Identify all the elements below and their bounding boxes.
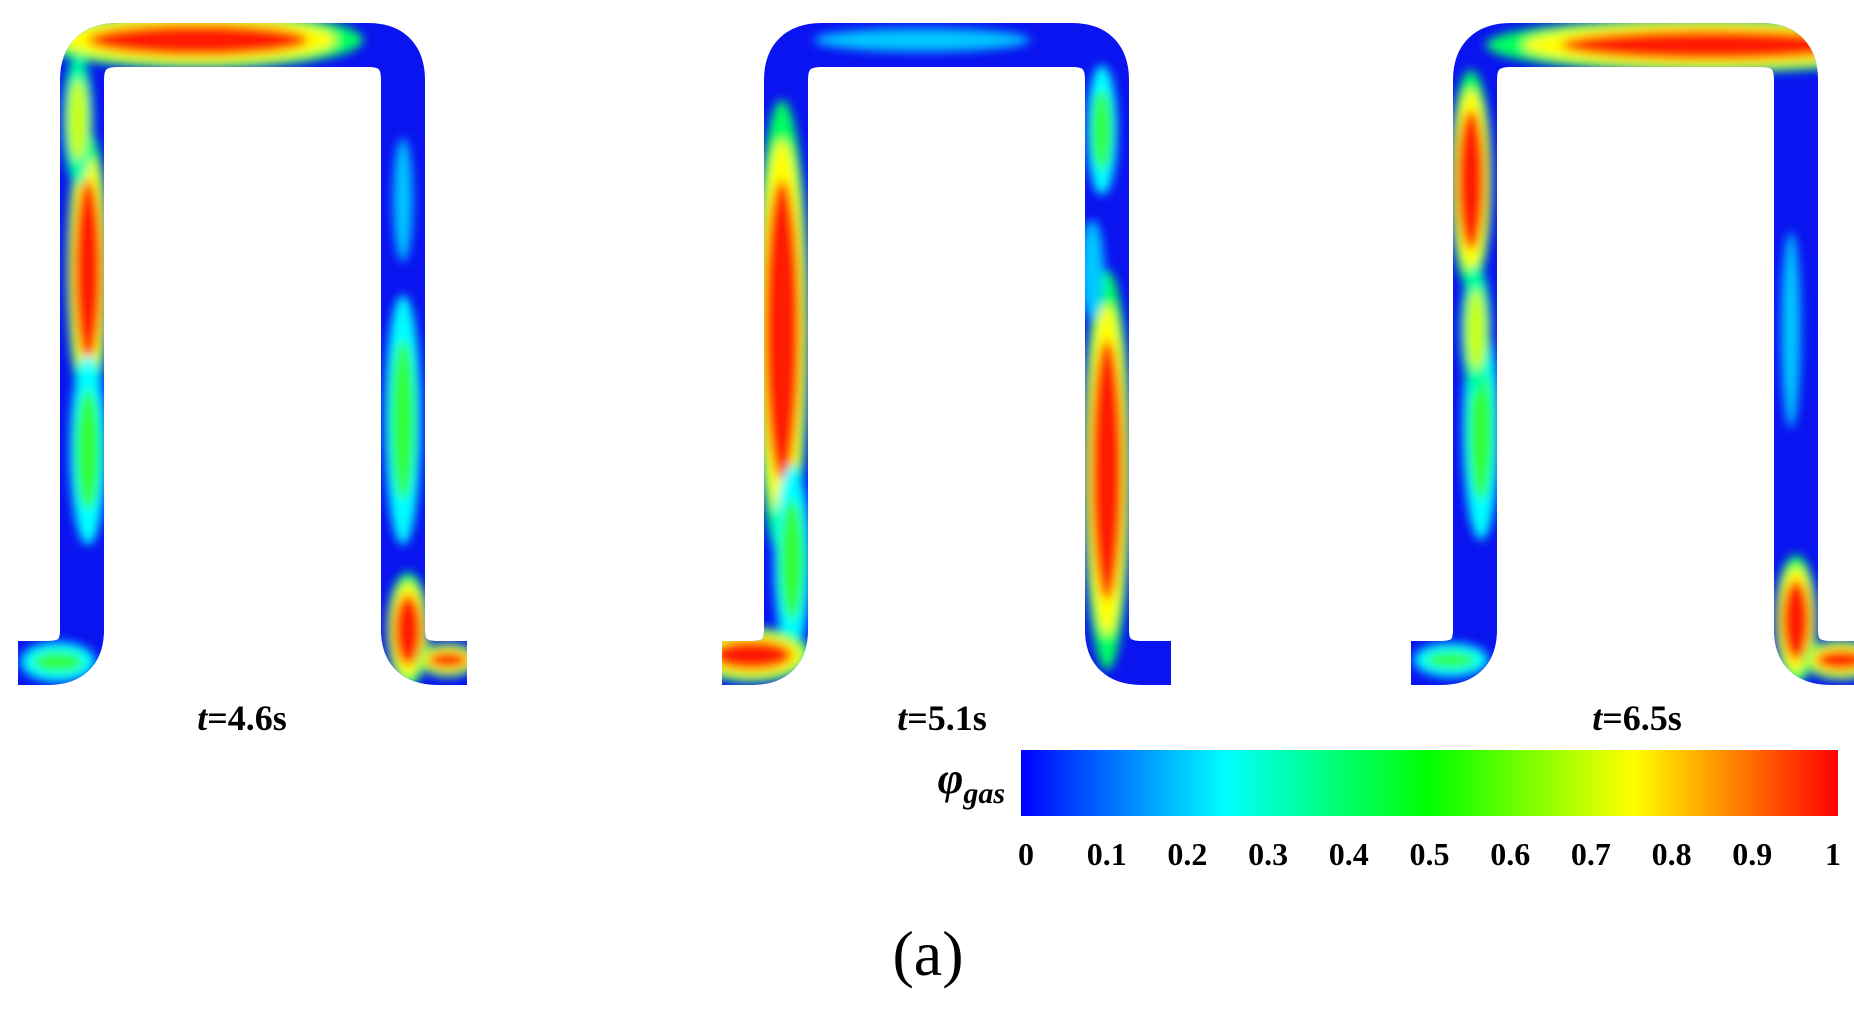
gas-region (780, 500, 804, 620)
contour-field (1413, 17, 1854, 685)
contour-blobs (1413, 17, 1854, 685)
time-value: =5.1s (907, 698, 987, 738)
gas-region (1782, 580, 1810, 660)
colorbar-tick-label: 0.6 (1490, 836, 1530, 872)
colorbar-tick-label: 0 (1018, 836, 1034, 872)
colorbar-tick-label: 0.3 (1248, 836, 1288, 872)
gas-region (1080, 220, 1104, 320)
gas-region (1561, 30, 1854, 60)
contour-field (20, 11, 478, 688)
gas-region (1091, 340, 1123, 600)
colorbar-tick-label: 0.8 (1652, 836, 1692, 872)
time-value: =6.5s (1602, 698, 1682, 738)
time-value: =4.6s (207, 698, 287, 738)
contour-panel (1411, 17, 1854, 685)
time-label: t=4.6s (197, 698, 287, 738)
gas-region (1092, 90, 1112, 170)
gas-region (712, 640, 792, 670)
gas-region (1426, 652, 1476, 668)
gas-region (428, 652, 468, 668)
colorbar (1021, 750, 1838, 816)
colorbar-tick-label: 1 (1825, 836, 1841, 872)
gas-region (88, 24, 308, 56)
gas-region (393, 138, 413, 262)
colorbar-tick-label: 0.7 (1571, 836, 1611, 872)
caption: (a) (892, 918, 963, 989)
colorbar-tick-label: 0.1 (1087, 836, 1127, 872)
contour-blobs (692, 28, 1131, 683)
contour-panel (18, 11, 478, 688)
contour-panel (692, 23, 1171, 685)
gas-region (74, 180, 102, 360)
gas-region (1781, 232, 1801, 428)
gas-region (391, 340, 415, 500)
colorbar-symbol: φ (938, 754, 964, 803)
time-variable: t (197, 698, 208, 738)
contour-field (692, 28, 1131, 683)
colorbar-subscript: gas (962, 777, 1005, 810)
contour-blobs (20, 11, 478, 688)
colorbar-tick-label: 0.5 (1410, 836, 1450, 872)
colorbar-tick-label: 0.2 (1167, 836, 1207, 872)
gas-region (1469, 360, 1493, 500)
gas-region (68, 80, 88, 160)
gas-region (33, 652, 83, 672)
time-variable: t (897, 698, 908, 738)
gas-region (1457, 110, 1485, 250)
time-variable: t (1592, 698, 1603, 738)
gas-region (814, 28, 1030, 52)
gas-region (1816, 650, 1854, 670)
time-label: t=5.1s (897, 698, 987, 738)
gas-region (394, 595, 422, 665)
colorbar-tick-label: 0.4 (1329, 836, 1369, 872)
colorbar-tick-label: 0.9 (1732, 836, 1772, 872)
time-label: t=6.5s (1592, 698, 1682, 738)
gas-region (764, 180, 800, 480)
colorbar-label: φgas (938, 754, 1005, 810)
gas-region (1466, 290, 1486, 370)
gas-region (76, 390, 100, 510)
